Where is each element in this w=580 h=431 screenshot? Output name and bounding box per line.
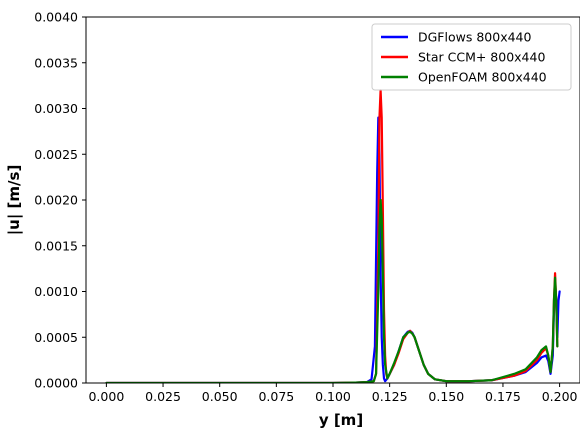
x-axis-label: y [m]	[319, 411, 363, 429]
y-axis: 0.0000 0.0005 0.0010 0.0015 0.0020 0.0025 0.00…	[34, 10, 86, 391]
series-layer	[105, 89, 561, 383]
x-axis: 0.000 0.025 0.050 0.075 0.100 0.125 0.150 0.175…	[88, 383, 578, 404]
legend-label: Star CCM+ 800x440	[418, 50, 545, 65]
legend-label: OpenFOAM 800x440	[418, 70, 547, 85]
legend-box	[371, 23, 572, 91]
x-tick-label: 0.200	[542, 389, 578, 404]
y-tick-label: 0.0025	[34, 147, 78, 162]
x-tick-label: 0.175	[485, 389, 521, 404]
y-tick-label: 0.0030	[34, 101, 78, 116]
y-tick-label: 0.0010	[34, 284, 78, 299]
y-axis-label: |u| [m/s]	[5, 165, 24, 236]
y-tick-label: 0.0000	[34, 376, 78, 391]
x-tick-label: 0.000	[88, 389, 124, 404]
x-tick-label: 0.025	[145, 389, 181, 404]
y-tick-label: 0.0035	[34, 55, 78, 70]
x-tick-label: 0.100	[315, 389, 351, 404]
y-tick-label: 0.0020	[34, 193, 78, 208]
x-tick-label: 0.075	[258, 389, 294, 404]
y-tick-label: 0.0005	[34, 330, 78, 345]
series-line-openfoam-800x440	[105, 198, 559, 383]
y-tick-label: 0.0040	[34, 10, 78, 25]
x-tick-label: 0.050	[202, 389, 238, 404]
x-tick-label: 0.125	[372, 389, 408, 404]
legend: DGFlows 800x440 Star CCM+ 800x440 OpenFOAM…	[371, 23, 572, 91]
legend-label: DGFlows 800x440	[418, 30, 531, 45]
x-tick-label: 0.150	[428, 389, 464, 404]
y-tick-label: 0.0015	[34, 238, 78, 253]
